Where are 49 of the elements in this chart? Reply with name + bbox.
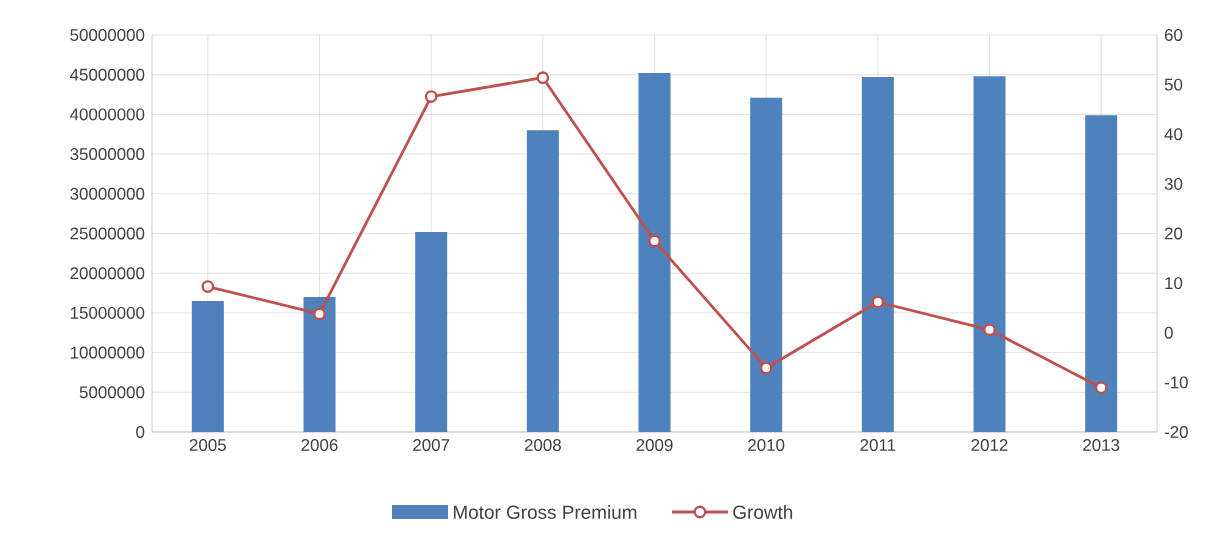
y2-tick-label: 10 — [1165, 277, 1183, 290]
y2-tick-label: -20 — [1164, 426, 1188, 438]
y-tick-label: 15000000 — [70, 306, 145, 319]
x-tick-label: 2012 — [971, 439, 1008, 452]
bar — [415, 231, 448, 432]
legend-label: Motor Gross Premium — [453, 505, 637, 519]
y-tick-label: 25000000 — [70, 227, 145, 240]
x-tick-label: 2005 — [189, 439, 226, 452]
x-tick-label: 2008 — [524, 439, 561, 452]
y-tick-label: 5000000 — [79, 386, 145, 399]
bar — [638, 73, 671, 432]
y-tick-label: 40000000 — [69, 108, 145, 121]
point — [983, 323, 996, 337]
bar — [303, 297, 336, 432]
point — [424, 90, 438, 103]
y2-tick-label: 0 — [1164, 326, 1173, 339]
bar — [973, 76, 1006, 432]
bar — [191, 300, 224, 432]
y2-tick-label: 40 — [1164, 128, 1183, 141]
bar — [750, 97, 783, 432]
x-tick-label: 2010 — [748, 439, 785, 452]
y2-tick-label: -10 — [1164, 376, 1188, 389]
y-tick-label: 45000000 — [69, 68, 145, 81]
y-tick-label: 0 — [136, 426, 145, 438]
x-tick-label: 2009 — [636, 439, 673, 452]
point — [648, 234, 661, 248]
y-tick-label: 20000000 — [70, 267, 145, 280]
bar — [526, 130, 559, 432]
x-tick-label: 2007 — [413, 439, 450, 452]
y2-tick-label: 30 — [1164, 177, 1183, 190]
legend-label: Growth — [733, 505, 793, 519]
y2-tick-label: 60 — [1164, 29, 1183, 41]
point — [313, 307, 326, 321]
point — [871, 295, 885, 309]
y-tick-label: 35000000 — [70, 148, 145, 161]
x-tick-label: 2006 — [301, 439, 338, 452]
y-tick-label: 10000000 — [70, 346, 145, 359]
point — [1094, 381, 1108, 395]
point — [759, 361, 773, 375]
y2-tick-label: 50 — [1164, 78, 1183, 91]
bar — [1085, 115, 1118, 432]
point — [536, 71, 550, 85]
y2-tick-label: 20 — [1164, 227, 1183, 240]
y-tick-label: 30000000 — [70, 187, 145, 200]
x-tick-label: 2013 — [1083, 439, 1120, 452]
point — [201, 280, 215, 293]
y-tick-label: 50000000 — [70, 29, 145, 41]
x-tick-label: 2011 — [860, 439, 896, 452]
bar — [861, 77, 894, 432]
